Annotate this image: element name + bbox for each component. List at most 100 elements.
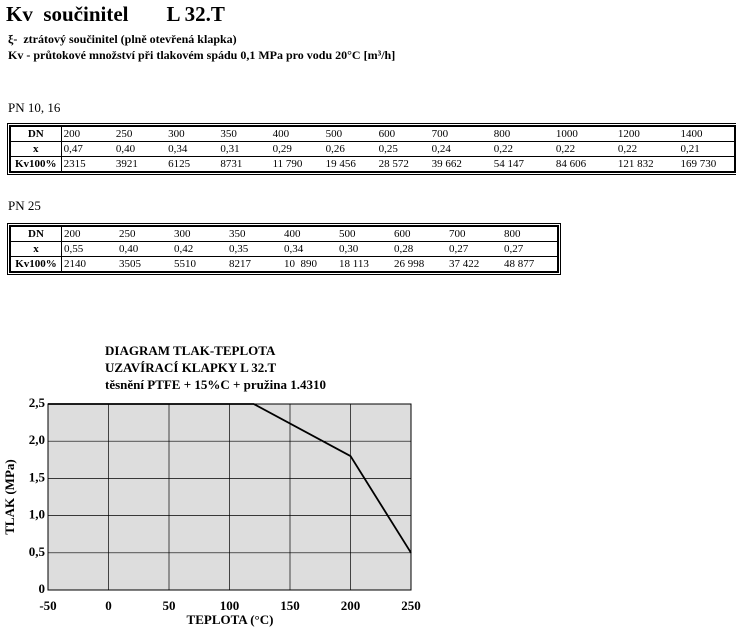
y-tick-label: 0,5: [29, 544, 46, 559]
cell: 0,21: [678, 141, 735, 157]
y-tick-label: 0: [39, 581, 46, 596]
cell: 400: [282, 226, 337, 242]
row-header: x: [10, 141, 62, 157]
cell: 0,25: [376, 141, 430, 157]
y-axis-label: TLAK (MPa): [2, 459, 17, 534]
row-header: Kv100%: [10, 156, 62, 172]
cell: 84 606: [555, 158, 587, 170]
note: Kv - průtokové množství při tlakovém spá…: [8, 48, 396, 62]
cell: 0,47: [61, 141, 114, 157]
title: Kv součinitel: [6, 2, 129, 26]
cell: 3505: [119, 258, 141, 270]
cell: 10 890: [284, 258, 317, 270]
row-header: x: [10, 241, 62, 257]
cell: 37 422: [449, 258, 480, 270]
cell: 0,22: [491, 141, 554, 157]
table-wrap: DN 200 250 300 350 400 500 600 700 800 x 0,55 0,40 0,…: [7, 223, 561, 275]
cell: 48 877: [504, 258, 535, 270]
cell: 28 572: [378, 158, 409, 170]
x-tick-label: 250: [401, 598, 421, 613]
table-row: DN 200 250 300 350 400 500 600 700 800 1000 1200 140…: [10, 126, 735, 142]
cell: 0,31: [218, 141, 271, 157]
x-tick-label: 200: [341, 598, 361, 613]
cell: 300: [166, 126, 219, 142]
row-header: Kv100%: [10, 256, 62, 272]
cell: 0,34: [282, 241, 337, 257]
x-tick-label: 50: [163, 598, 176, 613]
cell: 0,29: [270, 141, 324, 157]
cell: 2140: [64, 258, 86, 270]
chart: DIAGRAM TLAK-TEPLOTA UZAVÍRACÍ KLAPKY L …: [2, 343, 421, 627]
cell: 600: [392, 226, 447, 242]
x-tick-label: 0: [105, 598, 112, 613]
chart-subtitle: těsnění PTFE + 15%C + pružina 1.4310: [105, 377, 326, 392]
y-tick-label: 2,0: [29, 432, 45, 447]
cell: 600: [376, 126, 430, 142]
cell: 6125: [168, 158, 191, 170]
cell: 350: [218, 126, 271, 142]
x-axis-label: TEPLOTA (°C): [187, 612, 274, 627]
cell: 0,22: [615, 141, 679, 157]
cell: 0,34: [166, 141, 219, 157]
cell: 800: [502, 226, 558, 242]
cell: 169 730: [680, 158, 717, 170]
cell: 1200: [615, 126, 679, 142]
row-header: DN: [10, 126, 62, 142]
table-row: DN 200 250 300 350 400 500 600 700 800: [10, 226, 558, 242]
table-row: x 0,55 0,40 0,42 0,35 0,34 0,30 0,28 0,27 0,27: [10, 241, 558, 257]
row-header: DN: [10, 226, 62, 242]
data-line: [48, 403, 412, 554]
table-row: Kv100% 2140 3505 5510 8217 10 890 18 113 26 998…: [10, 256, 558, 272]
cell: 200: [61, 126, 114, 142]
cell: 0,40: [117, 241, 172, 257]
cell: 1400: [678, 126, 735, 142]
table-row: x 0,47 0,40 0,34 0,31 0,29 0,26 0,25 0,24 0,22 0,2…: [10, 141, 735, 157]
cell: 121 832: [617, 158, 654, 170]
cell: 8217: [229, 258, 251, 270]
y-tick-label: 2,5: [29, 395, 46, 410]
table: DN 200 250 300 350 400 500 600 700 800 x 0,55 0,40 0,…: [7, 223, 561, 275]
table: DN 200 250 300 350 400 500 600 700 800 1000 1200 140…: [7, 123, 736, 175]
table-wrap: DN 200 250 300 350 400 500 600 700 800 1000 1200 140…: [7, 123, 736, 175]
cell: 39 662: [431, 158, 462, 170]
cell: 0,27: [447, 241, 502, 257]
cell: 700: [429, 126, 492, 142]
y-tick-label: 1,0: [29, 507, 45, 522]
cell: 0,30: [337, 241, 392, 257]
cell: 18 113: [339, 258, 369, 270]
x-tick-label: 100: [220, 598, 240, 613]
cell: 300: [172, 226, 227, 242]
y-tick-label: 1,5: [29, 469, 46, 484]
cell: 0,35: [227, 241, 282, 257]
cell: 3921: [115, 158, 138, 170]
cell: 26 998: [394, 258, 425, 270]
cell: 0,26: [323, 141, 377, 157]
cell: 0,27: [502, 241, 558, 257]
cell: 54 147: [493, 158, 524, 170]
cell: 400: [270, 126, 324, 142]
cell: 5510: [174, 258, 196, 270]
table-label: PN 25: [8, 198, 41, 213]
cell: 0,55: [61, 241, 117, 257]
cell: 0,22: [553, 141, 616, 157]
x-tick-label: 150: [280, 598, 300, 613]
cell: 500: [337, 226, 392, 242]
chart-subtitle: UZAVÍRACÍ KLAPKY L 32.T: [105, 360, 277, 375]
note: ξ- ztrátový součinitel (plně otevřená kl…: [8, 32, 237, 46]
cell: 250: [117, 226, 172, 242]
cell: 250: [113, 126, 167, 142]
cell: 11 790: [272, 158, 303, 170]
cell: 500: [323, 126, 377, 142]
model: L 32.T: [166, 2, 225, 26]
table-label: PN 10, 16: [8, 100, 61, 115]
header: Kv součinitel L 32.T: [6, 2, 225, 27]
cell: 0,28: [392, 241, 447, 257]
cell: 8731: [220, 158, 243, 170]
cell: 2315: [63, 158, 86, 170]
table-row: Kv100% 2315 3921 6125 8731 11 790 19 456 28 572…: [10, 156, 735, 172]
cell: 800: [491, 126, 554, 142]
x-tick-label: -50: [39, 598, 56, 613]
cell: 0,24: [429, 141, 492, 157]
cell: 700: [447, 226, 502, 242]
